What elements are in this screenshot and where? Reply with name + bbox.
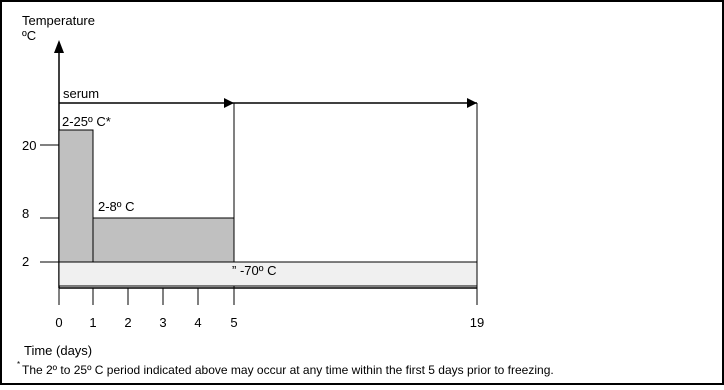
footnote-marker: * [17,360,20,369]
x-tick-label-1: 1 [89,315,96,330]
x-tick-label-5: 5 [230,315,237,330]
footnote-text: The 2º to 25º C period indicated above m… [22,363,554,377]
x-tick-label-0: 0 [55,315,62,330]
x-tick-label-2: 2 [124,315,131,330]
serum-label: serum [63,86,99,101]
x-axis-label: Time (days) [24,343,92,358]
x-tick-label-19: 19 [470,315,484,330]
x-tick-label-4: 4 [194,315,201,330]
fridge-temp-block [92,217,235,263]
x-tick-label-3: 3 [159,315,166,330]
room-temp-range-label: 2-25º C* [62,114,111,129]
y-axis-label-temperature: Temperature [22,13,95,28]
y-axis-label-unit: ºC [22,28,36,43]
room-temp-block [58,129,94,263]
y-axis-arrowhead [54,40,64,53]
y-tick-label-2: 2 [22,254,29,269]
fridge-temp-range-label: 2-8º C [98,199,135,214]
frozen-storage-strip [58,261,478,287]
y-tick-label-20: 20 [22,138,36,153]
frozen-temp-range-label: ” -70º C [232,263,276,278]
y-tick-label-8: 8 [22,206,29,221]
